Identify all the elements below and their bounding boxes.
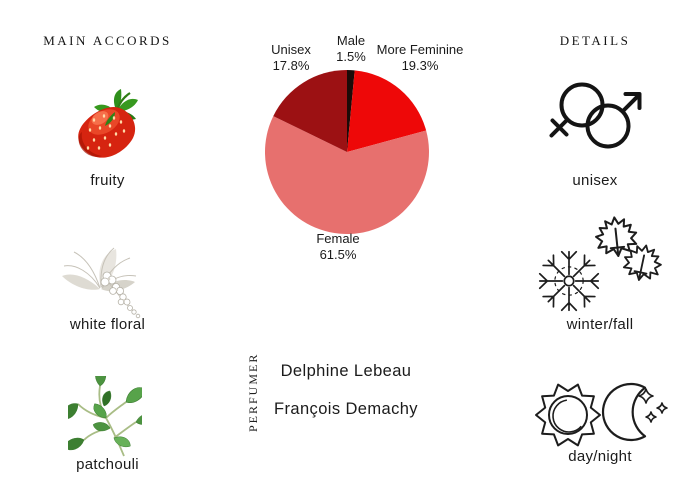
detail-label-unisex: unisex xyxy=(572,172,618,189)
detail-label-winter-fall: winter/fall xyxy=(566,316,634,333)
perfumer-name-2: François Demachy xyxy=(274,400,418,418)
strawberry-image xyxy=(66,88,140,164)
sun-icon xyxy=(533,380,603,450)
pie-label-more-feminine: More Feminine 19.3% xyxy=(376,42,464,74)
pie-slice-female xyxy=(265,116,429,234)
maple-leaves-icon xyxy=(590,214,668,290)
patchouli-image xyxy=(68,376,142,458)
pie-label-unisex: Unisex 17.8% xyxy=(271,42,311,74)
unisex-gender-icon xyxy=(546,73,646,161)
main-accords-title: MAIN ACCORDS xyxy=(43,33,172,48)
accord-label-patchouli: patchouli xyxy=(76,456,139,473)
moon-stars-icon xyxy=(601,380,673,446)
pie-chart xyxy=(265,70,429,234)
pie-slice-male xyxy=(347,70,355,152)
perfumer-name-1: Delphine Lebeau xyxy=(280,362,412,380)
pie-label-male: Male 1.5% xyxy=(336,33,366,65)
accord-label-white-floral: white floral xyxy=(69,316,146,333)
details-title: DETAILS xyxy=(559,33,631,48)
accord-label-fruity: fruity xyxy=(90,172,125,189)
pie-slice-unisex xyxy=(273,70,347,152)
perfumer-title: PERFUMER xyxy=(246,352,260,432)
snowflake-icon xyxy=(536,248,602,314)
detail-label-day-night: day/night xyxy=(568,448,632,465)
pie-label-female: Female 61.5% xyxy=(316,231,360,263)
pie-slice-more-feminine xyxy=(347,70,427,152)
white-floral-image xyxy=(60,246,150,320)
